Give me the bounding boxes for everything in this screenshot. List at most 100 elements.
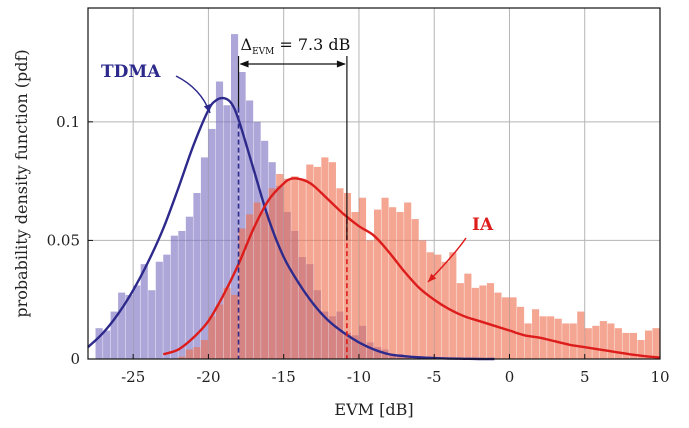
tdma-hist-bar: [140, 264, 148, 359]
x-tick-label: 0: [505, 368, 515, 386]
tdma-hist-bar: [170, 235, 178, 359]
x-tick-label: -10: [347, 368, 371, 386]
ia-hist-bar: [246, 214, 254, 359]
ia-hist-bar: [607, 323, 615, 359]
tdma-hist-bar: [238, 72, 246, 359]
ia-series-label: IA: [472, 215, 494, 235]
tdma-hist-bar: [163, 254, 171, 359]
ia-hist-bar: [644, 330, 653, 359]
ia-hist-bar: [208, 316, 216, 359]
tdma-series-label: TDMA: [101, 62, 161, 82]
tdma-hist-bar: [155, 261, 163, 359]
tdma-hist-bar: [118, 292, 126, 359]
ia-hist-bar: [374, 209, 382, 359]
ia-hist-bar: [517, 306, 525, 359]
ia-hist-bar: [554, 318, 562, 359]
ia-hist-bar: [306, 164, 314, 359]
tdma-pdf-curve: [87, 96, 495, 361]
ia-hist-bar: [411, 219, 419, 359]
ia-hist-bar: [486, 283, 495, 359]
x-tick-label: -5: [427, 368, 442, 386]
x-tick-label: 10: [650, 368, 669, 386]
ia-hist-bar: [313, 166, 321, 359]
ia-hist-bar: [321, 157, 329, 359]
x-tick-label: 5: [580, 368, 590, 386]
tdma-hist-bar: [178, 230, 186, 359]
ia-hist-bar: [223, 287, 231, 359]
ia-hist-bar: [215, 304, 224, 359]
tdma-hist-bar: [223, 105, 231, 360]
ia-pdf-curve: [162, 177, 661, 359]
ia-label-arrow-head: [428, 273, 437, 282]
ia-hist-bar: [637, 340, 645, 359]
x-tick-label: -15: [272, 368, 296, 386]
ia-hist-bar: [328, 162, 336, 359]
y-tick-label: 0.05: [47, 231, 80, 249]
ia-hist-bar: [456, 283, 464, 359]
y-tick-label: 0.1: [56, 113, 80, 131]
tdma-hist-bar: [110, 311, 118, 359]
delta-value: = 7.3 dB: [279, 35, 350, 54]
y-tick-label: 0: [70, 350, 80, 368]
ia-hist-bar: [562, 323, 570, 359]
tdma-hist-bar: [193, 192, 201, 359]
ia-hist-bar: [276, 174, 284, 359]
tdma-hist-bar: [95, 328, 103, 359]
tdma-hist-bar: [231, 34, 239, 360]
ia-hist-bar: [434, 254, 442, 359]
delta-evm-annotation: ΔEVM = 7.3 dB: [241, 35, 351, 57]
ia-hist-bar: [524, 323, 532, 359]
ia-hist-bar: [200, 340, 209, 359]
y-axis-label: probability density function (pdf): [12, 49, 31, 317]
ia-hist-bar: [178, 356, 186, 359]
tdma-hist-bar: [125, 294, 133, 359]
ia-hist-bar: [509, 297, 517, 359]
tdma-hist-bar: [200, 157, 209, 359]
ia-hist-bar: [238, 228, 246, 359]
ia-hist-bar: [283, 178, 291, 359]
ia-hist-bar: [231, 294, 239, 359]
ia-hist-bar: [599, 321, 607, 359]
ia-hist-bar: [268, 188, 276, 359]
ia-hist-bar: [652, 328, 660, 359]
ia-hist-bar: [253, 202, 261, 359]
tdma-hist-bar: [215, 81, 224, 360]
tdma-label-arrow-head: [203, 104, 211, 113]
delta-right-arrowhead: [336, 60, 346, 68]
delta-subscript: EVM: [252, 47, 274, 57]
ia-hist-bar: [569, 323, 577, 359]
ia-hist-bar: [389, 207, 397, 359]
ia-hist-bar: [629, 332, 638, 359]
annotations: [175, 56, 467, 359]
ia-hist-bar: [547, 316, 555, 359]
ia-hist-bar: [471, 287, 479, 359]
x-tick-label: -20: [196, 368, 220, 386]
ia-hist-bar: [614, 328, 622, 359]
ia-hist-bar: [185, 349, 193, 359]
ia-hist-bar: [336, 188, 344, 359]
ia-hist-bar: [419, 240, 427, 359]
ia-hist-bar: [193, 347, 201, 359]
ia-hist-bar: [592, 325, 600, 359]
tdma-hist-bar: [103, 330, 111, 359]
ia-hist-bar: [366, 240, 374, 359]
pdf-curves: [87, 96, 661, 361]
ia-hist-bar: [464, 273, 472, 359]
tdma-hist-bar: [208, 128, 216, 359]
tdma-hist-bar: [133, 285, 141, 359]
tdma-hist-bar: [185, 216, 193, 359]
ia-hist-bar: [584, 328, 592, 359]
ia-hist-bar: [622, 332, 630, 359]
plot-frame: [87, 7, 661, 360]
ia-hist-bar: [381, 197, 389, 359]
ia-hist-bar: [261, 211, 269, 359]
ia-hist-bar: [577, 311, 585, 359]
delta-left-arrowhead: [239, 60, 249, 68]
ia-hist-bar: [449, 252, 457, 359]
ia-hist-bar: [441, 261, 449, 359]
ia-hist-bar: [298, 178, 306, 359]
ia-hist-bar: [426, 252, 434, 359]
axis-ticks: -25 -20 -15 -10 -5 0 5 10 0 0.05 0.1: [47, 113, 670, 386]
delta-symbol: Δ: [241, 35, 253, 54]
ia-hist-bar: [358, 197, 367, 359]
